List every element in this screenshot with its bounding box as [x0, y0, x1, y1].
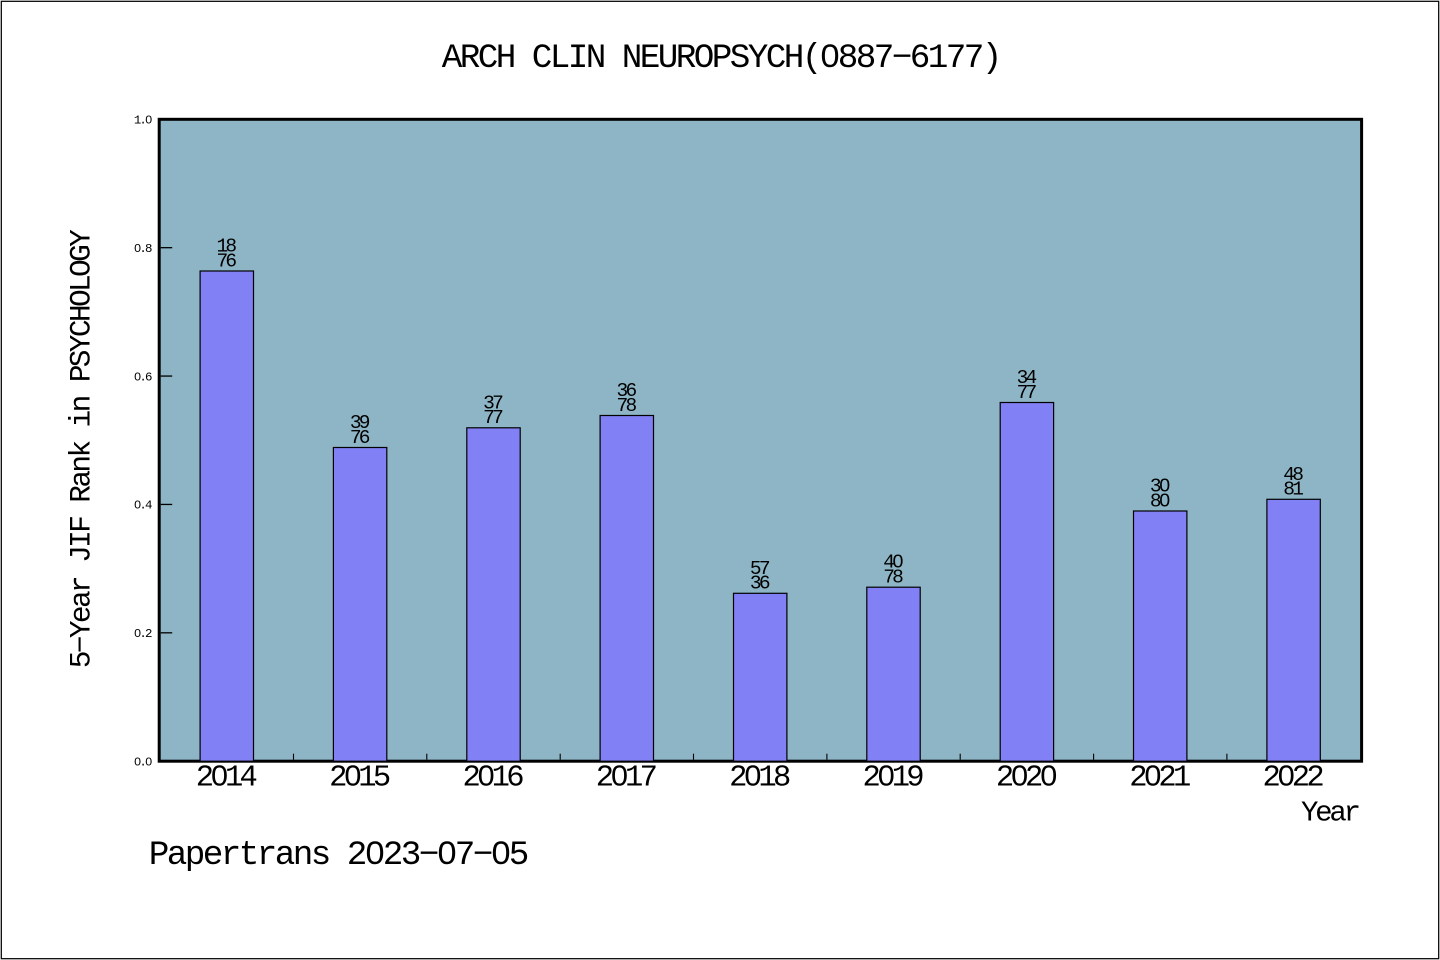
- svg-text:0.2: 0.2: [134, 627, 153, 641]
- svg-text:0.4: 0.4: [134, 499, 153, 513]
- svg-text:5−Year JIF Rank in PSYCHOLOGY: 5−Year JIF Rank in PSYCHOLOGY: [65, 229, 99, 668]
- svg-text:2016: 2016: [462, 762, 524, 796]
- svg-text:ARCH CLIN NEUROPSYCH(0887−6177: ARCH CLIN NEUROPSYCH(0887−6177): [442, 39, 1003, 78]
- svg-text:78: 78: [883, 567, 904, 589]
- svg-text:76: 76: [216, 250, 237, 272]
- svg-text:76: 76: [350, 427, 371, 449]
- svg-text:34: 34: [1017, 367, 1038, 389]
- svg-text:37: 37: [483, 392, 504, 414]
- svg-text:18: 18: [216, 236, 237, 258]
- svg-text:Year: Year: [1301, 797, 1361, 830]
- svg-text:78: 78: [617, 395, 638, 417]
- svg-text:2022: 2022: [1263, 762, 1325, 796]
- svg-text:2014: 2014: [196, 762, 258, 796]
- svg-text:30: 30: [1150, 476, 1171, 498]
- svg-text:Papertrans 2023−07−05: Papertrans 2023−07−05: [149, 836, 530, 875]
- svg-text:36: 36: [750, 573, 771, 595]
- svg-text:57: 57: [750, 558, 771, 580]
- svg-text:48: 48: [1283, 464, 1304, 486]
- svg-text:77: 77: [483, 407, 504, 429]
- svg-text:36: 36: [617, 380, 638, 402]
- svg-text:2015: 2015: [329, 762, 391, 796]
- svg-text:80: 80: [1150, 490, 1171, 512]
- svg-text:2021: 2021: [1129, 762, 1191, 796]
- svg-text:0.6: 0.6: [134, 370, 153, 384]
- svg-text:40: 40: [883, 552, 904, 574]
- svg-text:0.0: 0.0: [134, 755, 153, 769]
- svg-text:1.0: 1.0: [134, 114, 153, 128]
- svg-text:77: 77: [1017, 382, 1038, 404]
- svg-text:2018: 2018: [729, 762, 791, 796]
- svg-text:39: 39: [350, 412, 371, 434]
- svg-text:2017: 2017: [596, 762, 658, 796]
- svg-text:2019: 2019: [862, 762, 924, 796]
- svg-text:0.8: 0.8: [134, 242, 153, 256]
- svg-text:81: 81: [1283, 479, 1304, 501]
